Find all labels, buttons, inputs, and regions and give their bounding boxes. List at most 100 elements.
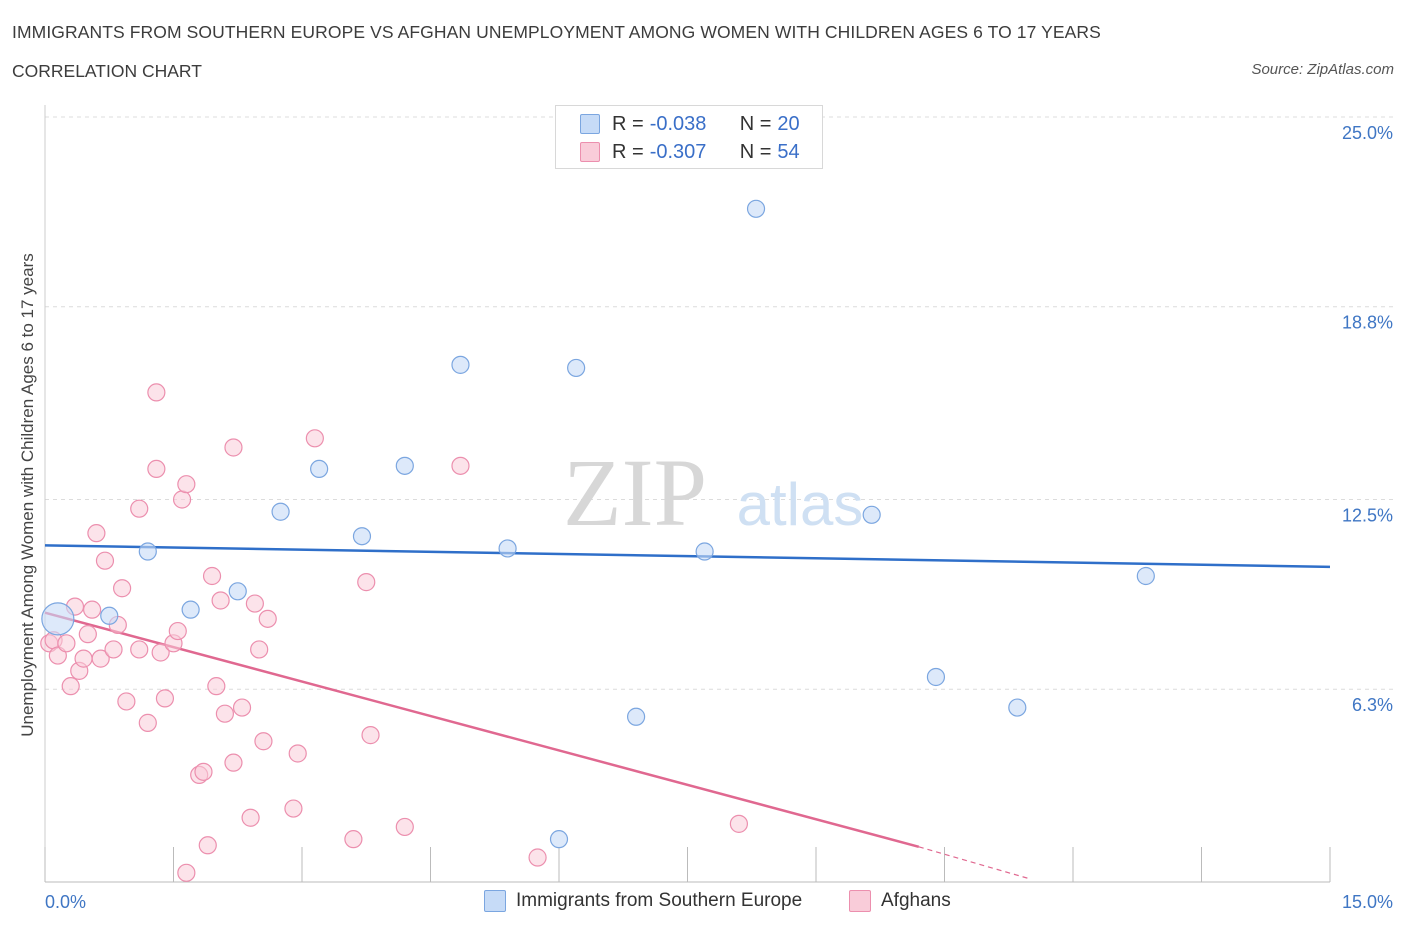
data-point-afghans	[147, 383, 166, 402]
data-point-afghans	[729, 814, 749, 833]
data-point-afghans	[224, 753, 243, 772]
y-axis-label: Unemployment Among Women with Children A…	[18, 253, 37, 737]
data-point-afghans	[207, 677, 226, 696]
data-point-southern-europe	[310, 459, 329, 478]
data-point-afghans	[211, 591, 230, 610]
data-point-afghans	[451, 456, 470, 475]
data-point-afghans	[254, 732, 273, 751]
data-point-afghans	[241, 808, 260, 827]
data-point-afghans	[130, 499, 149, 518]
data-point-afghans	[395, 817, 414, 837]
data-point-southern-europe	[746, 199, 766, 218]
data-point-southern-europe	[41, 602, 75, 636]
r-value: -0.307	[649, 140, 707, 163]
data-point-afghans	[232, 698, 252, 717]
data-point-afghans	[528, 848, 547, 867]
trend-line-southern-europe	[44, 544, 1331, 569]
data-point-afghans	[198, 836, 217, 855]
data-point-afghans	[305, 429, 324, 448]
data-point-afghans	[57, 634, 76, 653]
y-tick-label: 12.5%	[1342, 506, 1393, 526]
chart-title: IMMIGRANTS FROM SOUTHERN EUROPE VS AFGHA…	[12, 22, 1101, 42]
data-point-southern-europe	[395, 456, 414, 475]
data-point-southern-europe	[352, 527, 372, 546]
data-point-southern-europe	[626, 707, 646, 726]
y-tick-label: 18.8%	[1342, 313, 1393, 333]
data-point-southern-europe	[862, 505, 881, 524]
legend-row-blue: R = -0.038 N = 20	[580, 111, 800, 137]
legend-label: Afghans	[881, 890, 951, 911]
data-point-southern-europe	[451, 355, 470, 374]
data-point-southern-europe	[181, 600, 200, 619]
data-point-afghans	[117, 692, 136, 711]
pink-swatch	[849, 890, 871, 912]
y-tick-label: 25.0%	[1342, 123, 1393, 143]
axes	[44, 105, 1331, 883]
data-point-afghans	[361, 726, 380, 745]
data-point-southern-europe	[1136, 566, 1155, 586]
data-point-afghans	[284, 799, 303, 818]
chart-subtitle: CORRELATION CHART	[12, 61, 202, 81]
data-point-afghans	[250, 640, 269, 659]
data-point-afghans	[258, 609, 277, 628]
data-point-southern-europe	[498, 539, 517, 558]
trend-lines	[44, 544, 1331, 880]
r-value: -0.038	[649, 112, 707, 135]
data-point-afghans	[112, 579, 132, 598]
n-label: N =	[739, 140, 772, 163]
data-point-afghans	[151, 643, 170, 662]
data-point-southern-europe	[1008, 698, 1027, 717]
legend-item-afghans: Afghans	[849, 888, 951, 914]
data-point-afghans	[147, 459, 166, 478]
correlation-legend: R = -0.038 N = 20 R = -0.307 N = 54	[555, 105, 823, 169]
data-point-afghans	[91, 649, 110, 668]
data-point-afghans	[87, 524, 106, 543]
data-point-afghans	[344, 830, 363, 849]
watermark: ZIP atlas	[563, 439, 863, 546]
data-point-afghans	[130, 640, 149, 659]
trend-line-afghans	[44, 611, 920, 849]
data-point-afghans	[168, 621, 187, 641]
data-point-southern-europe	[138, 542, 157, 561]
data-point-afghans	[83, 600, 102, 619]
data-point-southern-europe	[549, 830, 569, 849]
watermark-zip: ZIP	[563, 439, 707, 546]
data-point-afghans	[194, 762, 213, 781]
legend-item-southern-europe: Immigrants from Southern Europe	[484, 888, 802, 914]
data-point-afghans	[202, 566, 222, 586]
y-tick-label: 6.3%	[1352, 695, 1393, 715]
n-label: N =	[739, 112, 772, 135]
r-label: R =	[612, 112, 644, 135]
data-point-afghans	[61, 677, 80, 696]
data-point-southern-europe	[567, 358, 586, 378]
data-point-afghans	[215, 704, 234, 723]
data-point-afghans	[224, 438, 243, 457]
data-point-afghans	[177, 863, 196, 882]
data-point-southern-europe	[926, 667, 946, 687]
n-value: 54	[777, 140, 800, 163]
data-point-afghans	[172, 490, 192, 509]
source-credit: Source: ZipAtlas.com	[1251, 61, 1394, 78]
data-point-afghans	[104, 640, 123, 659]
x-tick-label: 0.0%	[45, 892, 86, 912]
data-point-southern-europe	[695, 542, 714, 561]
legend-row-pink: R = -0.307 N = 54	[580, 139, 800, 165]
data-point-southern-europe	[100, 606, 119, 625]
tick-labels: 6.3% 12.5% 18.8% 25.0% 0.0% 15.0%	[45, 123, 1393, 912]
r-label: R =	[612, 140, 644, 163]
blue-swatch	[484, 890, 506, 912]
data-points	[40, 199, 1155, 882]
data-point-southern-europe	[228, 582, 247, 601]
pink-swatch	[580, 142, 600, 162]
data-point-afghans	[138, 713, 157, 732]
data-point-afghans	[357, 573, 376, 592]
data-point-afghans	[78, 625, 97, 644]
data-point-afghans	[95, 551, 115, 570]
data-point-afghans	[74, 649, 93, 668]
watermark-atlas: atlas	[737, 471, 864, 538]
blue-swatch	[580, 114, 600, 134]
data-point-afghans	[245, 594, 264, 613]
x-tick-label: 15.0%	[1342, 892, 1393, 912]
trend-line-afghans-extension	[918, 846, 1031, 880]
